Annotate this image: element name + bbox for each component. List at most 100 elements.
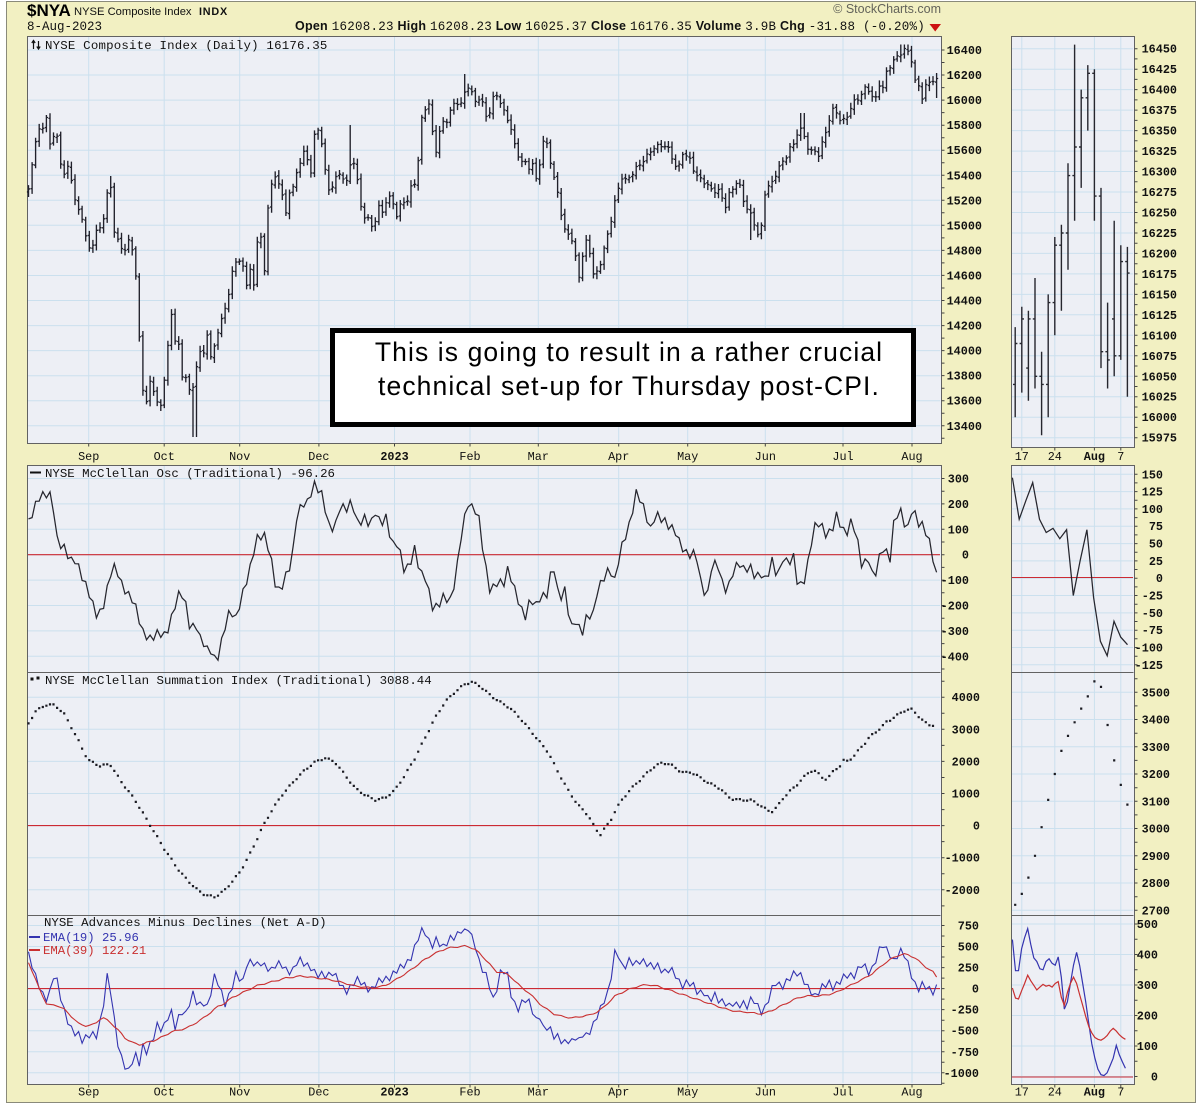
svg-text:16275: 16275: [1142, 186, 1177, 200]
svg-text:-100: -100: [941, 574, 969, 588]
svg-text:500: 500: [1137, 918, 1158, 932]
svg-text:3300: 3300: [1142, 741, 1170, 755]
svg-text:15200: 15200: [947, 194, 982, 208]
svg-text:400: 400: [1137, 949, 1158, 963]
svg-text:0: 0: [962, 549, 969, 563]
svg-text:NYSE Composite Index (Daily) 1: NYSE Composite Index (Daily) 16176.35: [45, 39, 328, 53]
svg-text:16450: 16450: [1142, 43, 1177, 57]
svg-text:25: 25: [1149, 555, 1163, 569]
svg-text:750: 750: [958, 919, 979, 933]
svg-text:Oct: Oct: [154, 450, 175, 464]
svg-text:2000: 2000: [952, 755, 980, 769]
svg-text:16000: 16000: [1142, 411, 1177, 425]
svg-text:3200: 3200: [1142, 768, 1170, 782]
svg-text:May: May: [677, 450, 698, 464]
svg-text:Apr: Apr: [608, 450, 629, 464]
svg-text:16375: 16375: [1142, 104, 1177, 118]
svg-text:16350: 16350: [1142, 125, 1177, 139]
svg-text:3500: 3500: [1142, 686, 1170, 700]
svg-text:4000: 4000: [952, 691, 980, 705]
svg-text:Apr: Apr: [608, 1086, 629, 1100]
svg-text:14000: 14000: [947, 345, 982, 359]
svg-text:300: 300: [1137, 979, 1158, 993]
svg-text:3000: 3000: [952, 723, 980, 737]
svg-text:Nov: Nov: [229, 1086, 250, 1100]
svg-text:EMA(39) 122.21: EMA(39) 122.21: [43, 944, 146, 958]
svg-text:-1000: -1000: [945, 852, 980, 866]
svg-text:2900: 2900: [1142, 850, 1170, 864]
svg-text:Nov: Nov: [229, 450, 250, 464]
svg-text:Sep: Sep: [78, 1086, 99, 1100]
svg-text:16225: 16225: [1142, 227, 1177, 241]
svg-text:Aug: Aug: [901, 1086, 922, 1100]
svg-text:0: 0: [972, 983, 979, 997]
svg-text:2800: 2800: [1142, 877, 1170, 891]
svg-text:200: 200: [948, 498, 969, 512]
svg-text:15975: 15975: [1142, 432, 1177, 446]
svg-text:7: 7: [1117, 450, 1124, 464]
svg-text:16250: 16250: [1142, 206, 1177, 220]
svg-text:8-Aug-2023: 8-Aug-2023: [27, 20, 102, 34]
svg-text:2023: 2023: [380, 450, 408, 464]
svg-text:13800: 13800: [947, 370, 982, 384]
svg-text:24: 24: [1048, 1086, 1062, 1100]
svg-text:Mar: Mar: [528, 450, 549, 464]
svg-text:Aug: Aug: [1084, 450, 1105, 464]
svg-text:This is going to result in a r: This is going to result in a rather cruc…: [375, 337, 883, 367]
svg-text:-200: -200: [941, 600, 969, 614]
svg-text:technical set-up for Thursday: technical set-up for Thursday post-CPI.: [378, 371, 880, 401]
svg-text:2700: 2700: [1142, 904, 1170, 918]
svg-text:-300: -300: [941, 625, 969, 639]
svg-text:16175: 16175: [1142, 268, 1177, 282]
svg-text:3100: 3100: [1142, 795, 1170, 809]
svg-text:INDX: INDX: [199, 6, 228, 18]
svg-text:15600: 15600: [947, 144, 982, 158]
svg-text:250: 250: [958, 962, 979, 976]
svg-text:NYSE Advances Minus Declines (: NYSE Advances Minus Declines (Net A-D): [44, 916, 327, 930]
svg-text:NYSE Composite Index: NYSE Composite Index: [74, 6, 192, 18]
svg-text:Sep: Sep: [78, 450, 99, 464]
svg-text:Oct: Oct: [154, 1086, 175, 1100]
svg-text:16300: 16300: [1142, 166, 1177, 180]
svg-text:Feb: Feb: [459, 1086, 480, 1100]
svg-text:16400: 16400: [947, 44, 982, 58]
svg-text:7: 7: [1117, 1086, 1124, 1100]
svg-text:16025: 16025: [1142, 391, 1177, 405]
svg-text:-2000: -2000: [945, 884, 980, 898]
svg-text:125: 125: [1142, 486, 1163, 500]
svg-text:17: 17: [1015, 1086, 1029, 1100]
svg-text:16125: 16125: [1142, 309, 1177, 323]
svg-text:3000: 3000: [1142, 823, 1170, 837]
svg-text:-25: -25: [1142, 590, 1163, 604]
svg-text:16100: 16100: [1142, 329, 1177, 343]
svg-text:Aug: Aug: [901, 450, 922, 464]
svg-text:16150: 16150: [1142, 288, 1177, 302]
svg-text:1000: 1000: [952, 788, 980, 802]
svg-text:-125: -125: [1135, 659, 1163, 673]
svg-text:100: 100: [1142, 503, 1163, 517]
svg-text:500: 500: [958, 941, 979, 955]
svg-text:May: May: [677, 1086, 698, 1100]
svg-text:3400: 3400: [1142, 714, 1170, 728]
svg-text:Jun: Jun: [755, 1086, 776, 1100]
svg-text:Open 16208.23 High 16208.23 Lo: Open 16208.23 High 16208.23 Low 16025.37…: [295, 19, 925, 34]
svg-text:Mar: Mar: [528, 1086, 549, 1100]
svg-text:-1000: -1000: [944, 1067, 979, 1081]
svg-text:-100: -100: [1135, 642, 1163, 656]
svg-text:200: 200: [1137, 1010, 1158, 1024]
svg-text:Jul: Jul: [832, 1086, 853, 1100]
svg-text:EMA(19) 25.96: EMA(19) 25.96: [43, 931, 139, 945]
svg-text:50: 50: [1149, 538, 1163, 552]
svg-text:14600: 14600: [947, 269, 982, 283]
svg-text:$NYA: $NYA: [27, 1, 71, 20]
svg-text:Aug: Aug: [1084, 1086, 1105, 1100]
svg-text:NYSE McClellan Osc (Traditiona: NYSE McClellan Osc (Traditional) -96.26: [45, 467, 335, 481]
svg-text:300: 300: [948, 473, 969, 487]
svg-text:-750: -750: [951, 1046, 979, 1060]
svg-text:-250: -250: [951, 1004, 979, 1018]
svg-text:14400: 14400: [947, 295, 982, 309]
svg-text:0: 0: [1151, 1071, 1158, 1085]
svg-text:16050: 16050: [1142, 370, 1177, 384]
svg-text:© StockCharts.com: © StockCharts.com: [833, 2, 941, 16]
svg-text:Dec: Dec: [308, 450, 329, 464]
